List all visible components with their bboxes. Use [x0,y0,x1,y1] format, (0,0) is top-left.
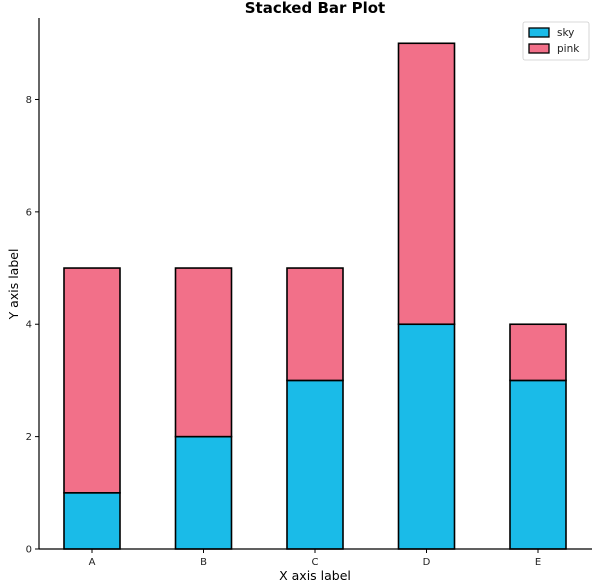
y-tick-label: 8 [26,95,32,106]
x-tick-label: D [423,557,431,568]
bar-pink-A [63,267,121,494]
bars-group [63,42,567,550]
bar-sky-C [286,379,344,550]
y-tick-label: 2 [26,432,32,443]
x-axis-label: X axis label [279,568,351,583]
y-tick-label: 0 [26,545,32,556]
legend-label-sky: sky [557,27,574,39]
y-axis-label: Y axis label [6,249,21,321]
x-tick-label: E [535,557,541,568]
x-tick-label: B [200,557,207,568]
legend: sky pink [522,21,590,61]
bar-sky-B [174,435,233,550]
bar-sky-A [63,492,121,550]
legend-swatch-sky [528,27,550,38]
bar-pink-E [509,323,567,382]
y-ticks-group: 0 2 4 6 8 [26,95,39,556]
chart-title: Stacked Bar Plot [245,0,385,17]
x-tick-label: C [312,557,319,568]
bar-sky-E [509,379,567,550]
legend-swatch-pink [528,43,550,54]
bar-sky-D [397,323,456,550]
legend-label-pink: pink [557,43,580,55]
y-tick-label: 4 [26,320,32,331]
x-ticks-group: A B C D E [89,549,541,568]
bar-pink-D [397,42,456,326]
y-tick-label: 6 [26,207,32,218]
bar-pink-B [174,267,233,438]
x-tick-label: A [89,557,96,568]
bar-pink-C [286,267,344,382]
